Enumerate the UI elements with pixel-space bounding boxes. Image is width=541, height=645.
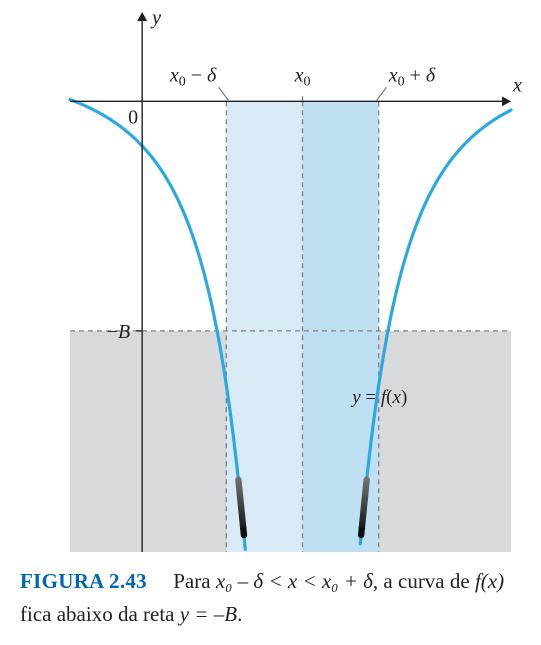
caption-eq: y = –B (180, 602, 237, 626)
y-axis-arrow (137, 12, 147, 21)
slash-right (377, 87, 387, 100)
caption-fx: f(x) (475, 569, 504, 593)
origin-label: 0 (128, 106, 138, 128)
slash-left (219, 87, 229, 100)
caption-text-1: Para (173, 569, 216, 593)
x-axis-label: x (512, 74, 522, 96)
y-axis-label: y (150, 7, 161, 29)
caption-ineq: x₀ – δ < x < x₀ + δ (216, 569, 373, 593)
limit-diagram: 0 x y x0 − δ x0 x0 + δ −B y = f(x) (0, 0, 541, 560)
label-x0-plus-delta: x0 + δ (388, 64, 436, 89)
label-minus-B: −B (107, 321, 131, 343)
caption-text-4: . (237, 602, 242, 626)
label-x0-minus-delta: x0 − δ (169, 64, 217, 89)
curve-equation-label: y = f(x) (350, 387, 407, 408)
figure-caption: FIGURA 2.43 Para x₀ – δ < x < x₀ + δ, a … (20, 565, 520, 630)
caption-text-3: fica abaixo da reta (20, 602, 180, 626)
label-x0: x0 (294, 64, 311, 89)
x-axis-arrow (502, 96, 511, 106)
caption-text-2: , a curva de (373, 569, 475, 593)
figure-label: FIGURA 2.43 (20, 569, 147, 593)
